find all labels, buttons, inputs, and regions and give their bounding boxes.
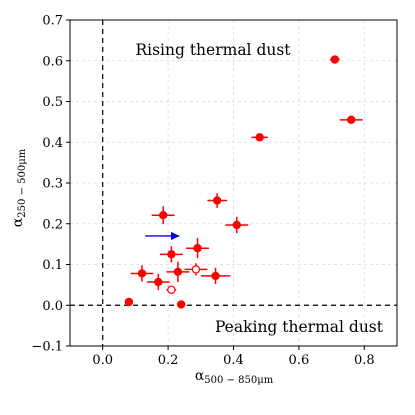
open-data-point — [166, 285, 177, 294]
point-marker — [137, 269, 147, 278]
data-point — [225, 216, 249, 234]
y-tick-label: 0.7 — [42, 14, 63, 29]
x-tick-label: 0.2 — [158, 353, 179, 368]
data-point — [251, 133, 268, 142]
point-marker — [347, 115, 356, 125]
data-point — [339, 115, 363, 125]
point-marker — [167, 250, 176, 259]
point-marker — [173, 267, 183, 277]
y-tick-label: 0.6 — [42, 54, 63, 69]
data-point — [124, 297, 134, 307]
annotation-peaking: Peaking thermal dust — [215, 318, 384, 336]
point-marker — [191, 265, 201, 274]
y-tick-label: 0.4 — [42, 136, 63, 151]
data-point — [130, 265, 154, 282]
open-data-point — [184, 263, 208, 276]
point-marker — [330, 55, 340, 64]
data-point — [151, 206, 175, 225]
data-point — [146, 273, 170, 291]
y-axis-label: α250 − 500μm — [10, 148, 28, 227]
x-tick-label: 0.8 — [354, 353, 375, 368]
ticks: 0.0 0.2 0.4 0.6 0.8 −0.1 0.0 0.1 0.2 0.3 0.4 0.5 0.6… — [31, 14, 374, 369]
data-point — [176, 300, 186, 309]
point-marker — [154, 277, 163, 287]
y-tick-label: 0.3 — [42, 177, 63, 192]
grid — [70, 19, 397, 347]
y-tick-label: 0.0 — [42, 299, 63, 314]
point-marker — [193, 243, 202, 253]
reference-lines — [70, 20, 397, 346]
y-tick-label: 0.5 — [42, 95, 63, 110]
point-marker — [232, 220, 241, 230]
data-point — [200, 267, 231, 285]
y-tick-label: 0.1 — [42, 258, 63, 273]
y-tick-label: −0.1 — [31, 340, 63, 355]
y-tick-label: 0.2 — [42, 217, 63, 232]
data-points — [124, 55, 363, 309]
point-marker — [176, 300, 186, 309]
point-marker — [211, 271, 220, 281]
annotation-rising: Rising thermal dust — [135, 41, 291, 59]
point-marker — [158, 210, 168, 220]
data-point — [159, 246, 183, 263]
point-marker — [167, 285, 176, 294]
data-point — [329, 55, 340, 64]
x-tick-label: 0.6 — [289, 353, 310, 368]
x-tick-label: 0.0 — [92, 353, 113, 368]
x-tick-label: 0.4 — [223, 353, 244, 368]
data-point — [207, 193, 227, 208]
point-marker — [255, 133, 264, 142]
x-axis-label: α500 − 850μm — [195, 368, 274, 386]
point-marker — [124, 297, 134, 307]
data-point — [186, 238, 209, 259]
point-marker — [212, 196, 222, 205]
data-point — [166, 261, 190, 283]
